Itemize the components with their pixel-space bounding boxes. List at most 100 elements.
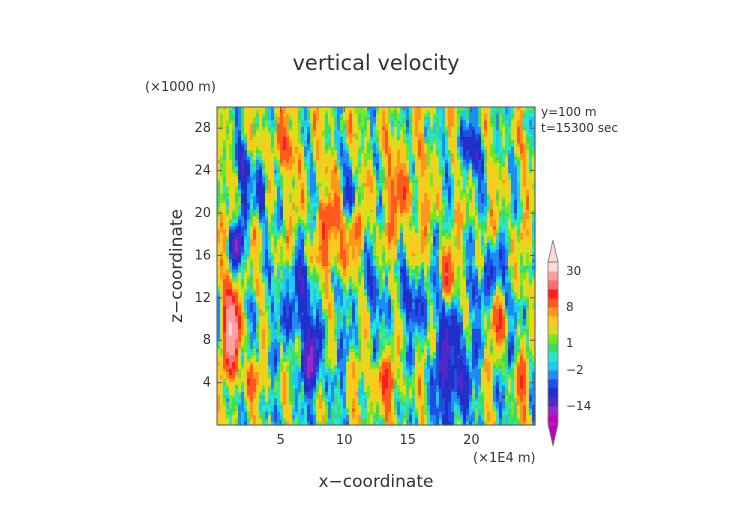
heatmap-cell — [532, 242, 536, 247]
heatmap-cell — [259, 236, 263, 241]
heatmap-cell — [472, 252, 476, 257]
heatmap-cell — [370, 150, 374, 154]
heatmap-cell — [310, 242, 314, 247]
heatmap-cell — [229, 146, 233, 151]
heatmap-cell — [481, 130, 485, 135]
heatmap-cell — [397, 256, 401, 260]
heatmap-cell — [481, 196, 485, 201]
heatmap-cell — [283, 126, 287, 131]
heatmap-cell — [520, 107, 524, 111]
heatmap-cell — [523, 242, 527, 247]
heatmap-cell — [295, 239, 299, 244]
heatmap-cell — [322, 120, 326, 125]
heatmap-cell — [433, 156, 437, 161]
heatmap-cell — [370, 189, 374, 194]
heatmap-cell — [529, 143, 533, 148]
heatmap-cell — [454, 252, 458, 257]
heatmap-cell — [352, 146, 356, 151]
heatmap-cell — [394, 246, 398, 251]
heatmap-cell — [397, 209, 401, 214]
heatmap-cell — [406, 140, 410, 145]
heatmap-cell — [241, 222, 245, 227]
heatmap-cell — [397, 173, 401, 178]
heatmap-cell — [220, 133, 224, 138]
heatmap-cell — [283, 146, 287, 151]
heatmap-cell — [352, 136, 356, 141]
heatmap-cell — [487, 130, 491, 135]
heatmap-cell — [511, 166, 515, 171]
heatmap-cell — [466, 189, 470, 194]
heatmap-cell — [319, 242, 323, 247]
heatmap-cell — [451, 116, 455, 121]
heatmap-cell — [250, 222, 254, 227]
heatmap-cell — [310, 252, 314, 257]
heatmap-cell — [361, 222, 365, 227]
heatmap-cell — [217, 216, 221, 221]
heatmap-cell — [499, 193, 503, 198]
heatmap-cell — [412, 246, 416, 251]
heatmap-cell — [370, 206, 374, 211]
heatmap-cell — [331, 126, 335, 131]
heatmap-cell — [454, 146, 458, 151]
heatmap-cell — [397, 246, 401, 251]
heatmap-cell — [280, 123, 284, 128]
heatmap-cell — [409, 150, 413, 154]
heatmap-cell — [343, 166, 347, 171]
heatmap-cell — [325, 153, 329, 158]
heatmap-cell — [403, 193, 407, 198]
heatmap-cell — [334, 239, 338, 244]
heatmap-cell — [418, 126, 422, 131]
heatmap-cell — [379, 199, 383, 204]
heatmap-cell — [298, 196, 302, 201]
heatmap-cell — [364, 183, 368, 188]
heatmap-cell — [421, 199, 425, 204]
heatmap-cell — [427, 126, 431, 131]
heatmap-cell — [529, 133, 533, 138]
heatmap-cell — [490, 176, 494, 181]
heatmap-cell — [286, 116, 290, 121]
heatmap-cell — [307, 203, 311, 207]
heatmap-cell — [253, 123, 257, 128]
heatmap-cell — [250, 259, 254, 264]
heatmap-cell — [448, 193, 452, 198]
heatmap-cell — [313, 199, 317, 204]
heatmap-cell — [370, 107, 374, 111]
heatmap-cell — [283, 183, 287, 188]
heatmap-cell — [382, 113, 386, 118]
heatmap-cell — [232, 232, 236, 237]
heatmap-cell — [217, 110, 221, 115]
heatmap-cell — [322, 256, 326, 260]
heatmap-cell — [235, 262, 239, 267]
heatmap-cell — [328, 193, 332, 198]
heatmap-cell — [517, 216, 521, 221]
heatmap-cell — [460, 153, 464, 158]
heatmap-cell — [310, 193, 314, 198]
heatmap-cell — [223, 209, 227, 214]
heatmap-cell — [478, 143, 482, 148]
heatmap-cell — [517, 146, 521, 151]
heatmap-cell — [391, 156, 395, 161]
heatmap-cell — [304, 196, 308, 201]
heatmap-cell — [427, 113, 431, 118]
heatmap-cell — [364, 219, 368, 224]
heatmap-cell — [475, 186, 479, 191]
heatmap-cell — [385, 123, 389, 128]
heatmap-cell — [433, 256, 437, 260]
heatmap-cell — [244, 226, 248, 231]
heatmap-cell — [313, 146, 317, 151]
heatmap-cell — [370, 249, 374, 254]
heatmap-cell — [223, 256, 227, 260]
heatmap-cell — [508, 183, 512, 188]
heatmap-cell — [310, 249, 314, 254]
heatmap-cell — [337, 140, 341, 145]
heatmap-cell — [490, 183, 494, 188]
heatmap-cell — [490, 107, 494, 111]
heatmap-cell — [421, 229, 425, 234]
heatmap-cell — [226, 173, 230, 178]
heatmap-cell — [478, 222, 482, 227]
heatmap-cell — [283, 186, 287, 191]
heatmap-cell — [439, 153, 443, 158]
heatmap-cell — [490, 252, 494, 257]
heatmap-cell — [388, 146, 392, 151]
heatmap-cell — [514, 126, 518, 131]
